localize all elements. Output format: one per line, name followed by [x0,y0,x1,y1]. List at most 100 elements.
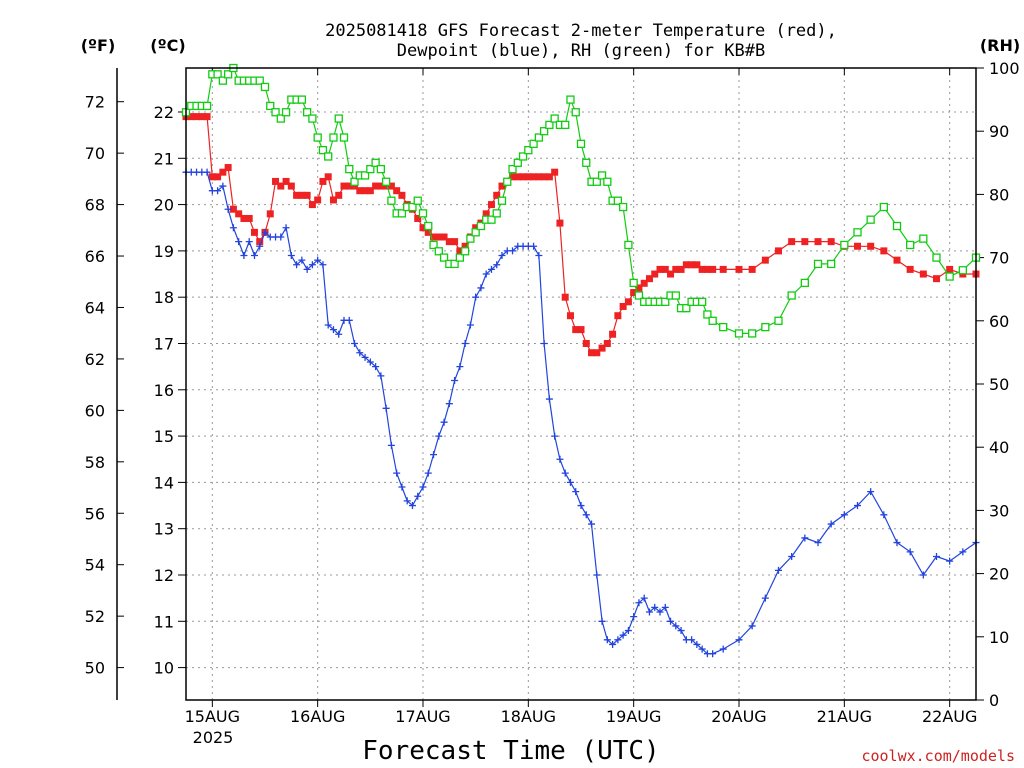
dewpoint-point [472,293,480,301]
rh-point [387,196,396,205]
temperature-point [540,173,548,181]
rh-point [202,101,212,111]
temperature-point [361,187,369,195]
celsius-tick-label: 16 [154,381,174,400]
rh-tick-label: 80 [989,185,1009,204]
rh-point [892,221,902,231]
temperature-point [688,261,696,269]
x-tick-label: 17AUG [395,707,450,726]
temperature-point [187,113,195,121]
dewpoint-point [214,187,222,195]
celsius-tick-label: 12 [154,566,174,585]
dewpoint-point [535,252,543,260]
dewpoint-point [719,645,727,653]
temperature-point [461,242,469,250]
celsius-unit-label: (ºC) [150,36,185,55]
dewpoint-point [414,492,422,500]
temperature-point [867,242,875,250]
dewpoint-point [366,358,374,366]
temperature-point [219,168,227,176]
dewpoint-point [361,353,369,361]
dewpoint-point [324,321,332,329]
rh-tick-label: 100 [989,59,1020,78]
rh-point [566,95,575,104]
rh-point [434,247,443,256]
dewpoint-point [698,645,706,653]
temperature-point [672,265,680,273]
dewpoint-point [556,455,564,463]
dewpoint-point [603,636,611,644]
rh-tick-label: 40 [989,438,1009,457]
celsius-tick-label: 18 [154,288,174,307]
temperature-point [398,191,406,199]
rh-point [800,278,809,288]
rh-tick-label: 0 [989,691,999,710]
temperature-point [498,182,506,190]
grid-layer [186,68,976,700]
dewpoint-point [408,502,416,510]
rh-point [408,202,417,212]
temperature-point [933,275,940,283]
celsius-tick-label: 20 [154,196,174,215]
rh-point [582,158,591,167]
rh-point [719,322,728,332]
dewpoint-point [351,339,359,347]
temperature-point [419,224,427,232]
rh-point [218,76,228,85]
temperature-point [651,270,659,278]
temperature-point [451,238,459,246]
rh-point [418,209,428,218]
dewpoint-point [240,252,248,260]
temperature-point [801,238,809,246]
rh-series [181,63,981,338]
temperature-point [229,205,237,213]
rh-tick-label: 20 [989,565,1009,584]
rh-point [503,177,512,186]
temperature-point [372,182,380,190]
fahrenheit-tick-label: 68 [85,196,105,215]
dewpoint-point [440,418,448,426]
dewpoint-point [377,372,385,380]
temperature-point [314,196,322,204]
rh-point [213,70,222,79]
dewpoint-point [540,339,548,347]
temperature-point [814,238,822,246]
rh-point [497,196,507,205]
temperature-point [282,177,290,185]
temperature-point [482,210,490,218]
dewpoint-point [672,622,680,630]
temperature-point [748,265,756,273]
temperature-point [335,191,343,199]
rh-point [276,114,285,123]
celsius-tick-label: 10 [154,659,174,678]
dewpoint-point [656,608,664,616]
dewpoint-point [545,395,553,403]
temperature-point [203,113,211,121]
rh-point [339,133,349,142]
temperature-point [198,113,206,121]
rh-point [513,158,522,167]
rh-point [682,304,691,313]
temperature-point [593,349,601,357]
rh-point [381,177,391,186]
dewpoint-point [477,284,485,292]
temperature-point [624,298,632,306]
dewpoint-series [182,168,980,658]
temperature-point [514,173,522,181]
rh-point [539,127,549,136]
temperature-point [340,182,348,190]
temperature-point [661,265,669,273]
temperature-point [667,270,675,278]
dewpoint-point [619,631,627,639]
temperature-point [698,265,706,273]
temperature-point [619,302,627,310]
temperature-point [277,182,285,190]
rh-tick-label: 50 [989,375,1009,394]
rh-unit-label: (RH) [980,36,1020,55]
dewpoint-point [277,233,285,241]
temperature-point [880,247,888,255]
celsius-tick-label: 19 [154,242,174,261]
credit-text: coolwx.com/models [861,747,1015,765]
fahrenheit-tick-label: 58 [85,453,105,472]
rh-point [429,240,438,250]
